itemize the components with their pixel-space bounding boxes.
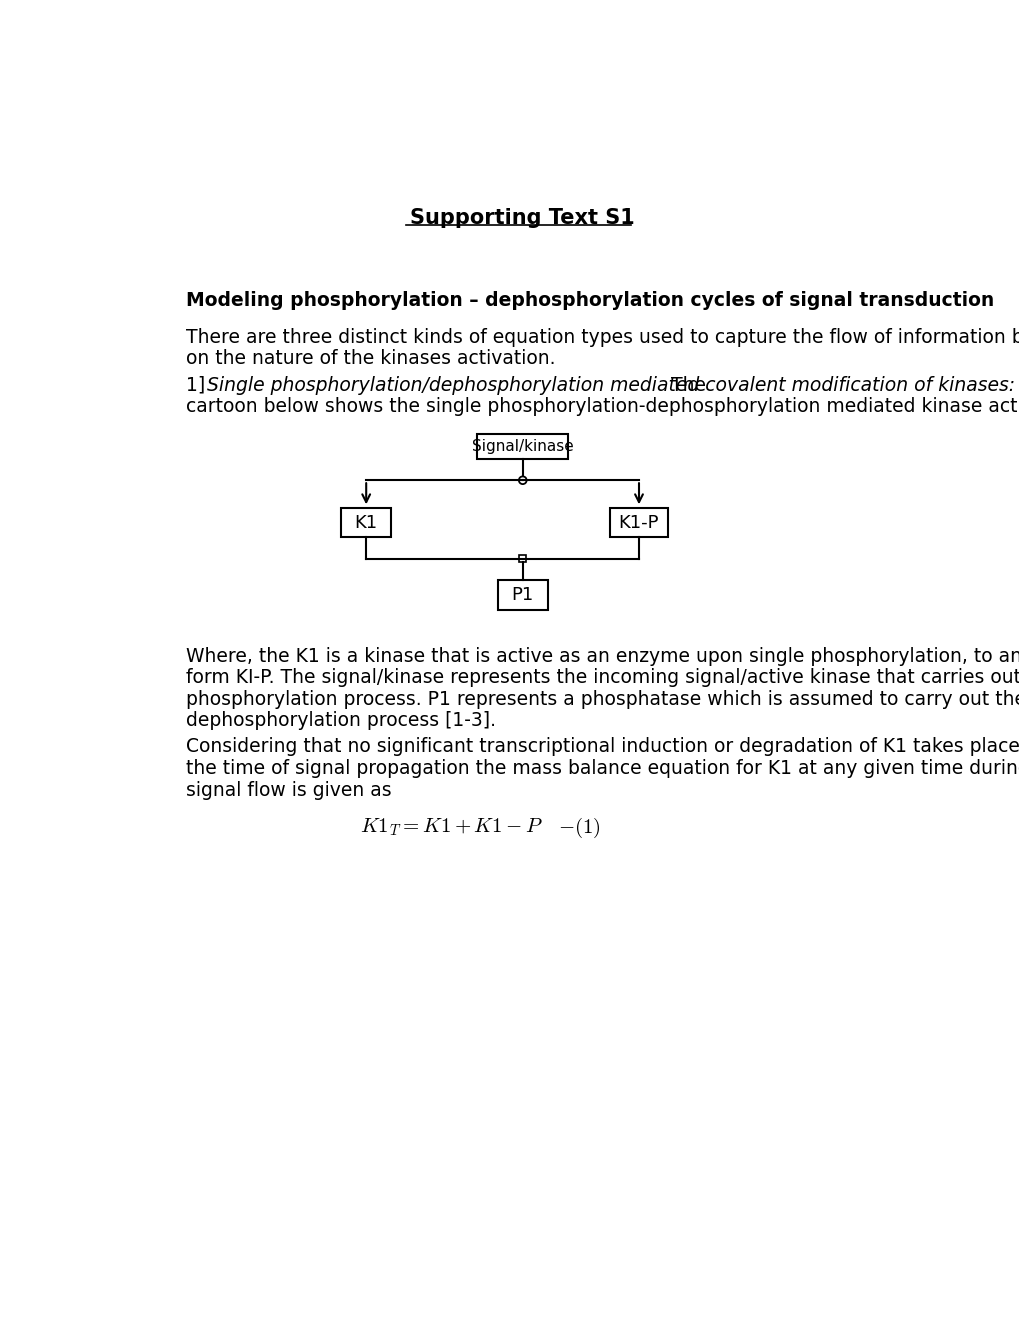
Text: K1-P: K1-P [619,513,658,532]
Bar [609,508,667,537]
Text: K1: K1 [355,513,377,532]
Bar [477,434,568,459]
Text: the time of signal propagation the mass balance equation for K1 at any given tim: the time of signal propagation the mass … [185,759,1019,777]
Circle shape [519,477,526,484]
Text: The: The [664,376,705,395]
Text: P1: P1 [512,586,533,605]
Bar [519,556,526,562]
Text: Where, the K1 is a kinase that is active as an enzyme upon single phosphorylatio: Where, the K1 is a kinase that is active… [185,647,1019,665]
Text: Signal/kinase: Signal/kinase [472,438,573,454]
Text: signal flow is given as: signal flow is given as [185,780,391,800]
Text: Modeling phosphorylation – dephosphorylation cycles of signal transduction: Modeling phosphorylation – dephosphoryla… [185,290,993,310]
Text: $K1_T = K1 + K1-P$: $K1_T = K1 + K1-P$ [360,816,543,837]
Text: 1]: 1] [185,376,217,395]
Bar [340,508,391,537]
Text: phosphorylation process. P1 represents a phosphatase which is assumed to carry o: phosphorylation process. P1 represents a… [185,689,1019,709]
Text: There are three distinct kinds of equation types used to capture the flow of inf: There are three distinct kinds of equati… [185,327,1019,347]
Text: Single phosphorylation/dephosphorylation mediated covalent modification of kinas: Single phosphorylation/dephosphorylation… [207,376,1015,395]
Text: cartoon below shows the single phosphorylation-dephosphorylation mediated kinase: cartoon below shows the single phosphory… [185,397,1019,416]
Bar [497,581,547,610]
Text: $-(1)$: $-(1)$ [557,816,600,840]
Text: on the nature of the kinases activation.: on the nature of the kinases activation. [185,350,554,368]
Text: Considering that no significant transcriptional induction or degradation of K1 t: Considering that no significant transcri… [185,738,1019,756]
Text: form KI-P. The signal/kinase represents the incoming signal/active kinase that c: form KI-P. The signal/kinase represents … [185,668,1019,688]
Text: Supporting Text S1: Supporting Text S1 [410,209,635,228]
Text: dephosphorylation process [1-3].: dephosphorylation process [1-3]. [185,711,495,730]
